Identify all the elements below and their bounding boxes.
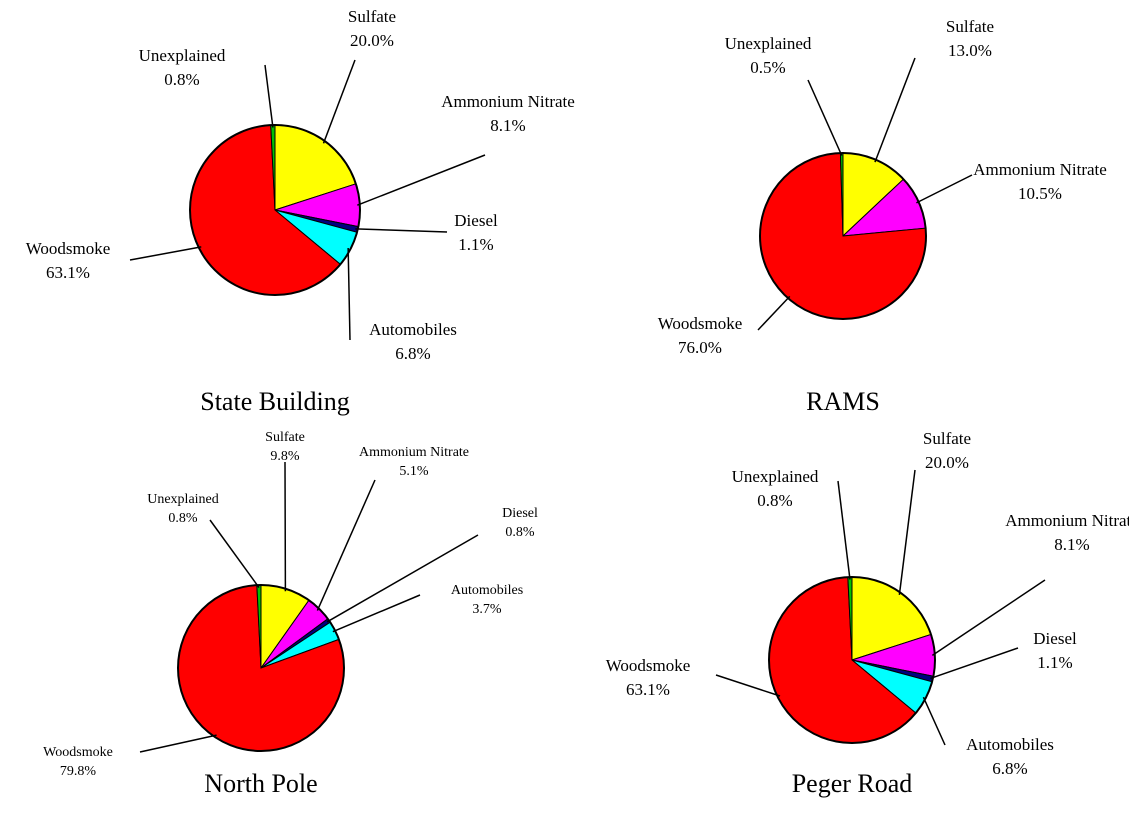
slice-value: 20.0%: [350, 31, 394, 50]
leader-line: [898, 469, 916, 595]
pie-outline: [768, 576, 936, 744]
leader-line: [355, 228, 448, 233]
slice-value: 20.0%: [925, 453, 969, 472]
leader-line: [837, 480, 851, 580]
slice-value: 76.0%: [678, 338, 722, 357]
slice-value: 8.1%: [1054, 535, 1089, 554]
slice-value: 1.1%: [458, 235, 493, 254]
slice-label: Unexplained: [732, 467, 819, 486]
slice-label: Diesel: [502, 506, 538, 521]
slice-label: Unexplained: [725, 34, 812, 53]
slice-value: 0.8%: [757, 491, 792, 510]
slice-value: 79.8%: [60, 764, 97, 779]
pie-chart: Sulfate 20.0% Ammonium Nitrate 8.1% Diesel 1.…: [606, 429, 1129, 798]
leader-line: [757, 295, 791, 331]
pie-outline: [177, 584, 345, 752]
leader-line: [874, 57, 916, 163]
slice-label: Sulfate: [265, 430, 305, 445]
slice-value: 0.8%: [505, 525, 535, 540]
leader-line: [139, 734, 217, 753]
slice-label: Automobiles: [369, 320, 457, 339]
leader-line: [209, 519, 260, 588]
pie-outline: [759, 152, 927, 320]
slice-value: 63.1%: [46, 263, 90, 282]
leader-line: [930, 647, 1019, 680]
leader-line: [129, 246, 202, 261]
slice-label: Sulfate: [348, 7, 396, 26]
slice-value: 0.8%: [168, 511, 198, 526]
slice-label: Automobiles: [966, 735, 1054, 754]
slice-value: 8.1%: [490, 116, 525, 135]
leader-line: [931, 579, 1046, 656]
slice-value: 1.1%: [1037, 653, 1072, 672]
leader-line: [322, 59, 356, 144]
slice-label: Unexplained: [139, 46, 226, 65]
leader-line: [357, 154, 486, 206]
slice-value: 0.8%: [164, 70, 199, 89]
pie-chart: Sulfate 13.0% Ammonium Nitrate 10.5% Woodsmo…: [658, 17, 1107, 416]
pie-chart: Sulfate 9.8% Ammonium Nitrate 5.1% Diesel 0.8…: [43, 430, 538, 798]
slice-label: Sulfate: [946, 17, 994, 36]
slice-label: Woodsmoke: [658, 314, 743, 333]
slice-label: Woodsmoke: [606, 656, 691, 675]
leader-line: [916, 174, 973, 204]
slice-label: Diesel: [1033, 629, 1077, 648]
slice-value: 10.5%: [1018, 184, 1062, 203]
slice-label: Woodsmoke: [26, 239, 111, 258]
leader-line: [715, 674, 781, 697]
slice-label: Unexplained: [147, 492, 219, 507]
leader-line: [326, 534, 479, 623]
pie-chart: Sulfate 20.0% Ammonium Nitrate 8.1% Diesel 1.…: [26, 7, 575, 416]
leader-line: [332, 594, 421, 633]
slice-value: 3.7%: [472, 602, 502, 617]
slice-value: 63.1%: [626, 680, 670, 699]
chart-title: North Pole: [204, 769, 317, 798]
slice-label: Ammonium Nitrate: [1005, 511, 1129, 530]
slice-label: Ammonium Nitrate: [973, 160, 1107, 179]
slice-value: 0.5%: [750, 58, 785, 77]
leader-line: [316, 479, 376, 611]
leader-line: [264, 64, 274, 128]
slice-label: Diesel: [454, 211, 498, 230]
slice-label: Sulfate: [923, 429, 971, 448]
chart-title: RAMS: [806, 387, 880, 416]
chart-title: State Building: [200, 387, 350, 416]
slice-value: 5.1%: [399, 464, 429, 479]
pie-outline: [189, 124, 361, 296]
slice-label: Automobiles: [451, 583, 523, 598]
slice-value: 6.8%: [992, 759, 1027, 778]
slice-label: Ammonium Nitrate: [441, 92, 575, 111]
leader-line: [807, 79, 843, 156]
leader-line: [347, 248, 351, 341]
slice-value: 6.8%: [395, 344, 430, 363]
slice-value: 9.8%: [270, 449, 300, 464]
leader-line: [922, 696, 946, 746]
slice-value: 13.0%: [948, 41, 992, 60]
slice-label: Woodsmoke: [43, 745, 113, 760]
slice-label: Ammonium Nitrate: [359, 445, 469, 460]
chart-title: Peger Road: [792, 769, 913, 798]
